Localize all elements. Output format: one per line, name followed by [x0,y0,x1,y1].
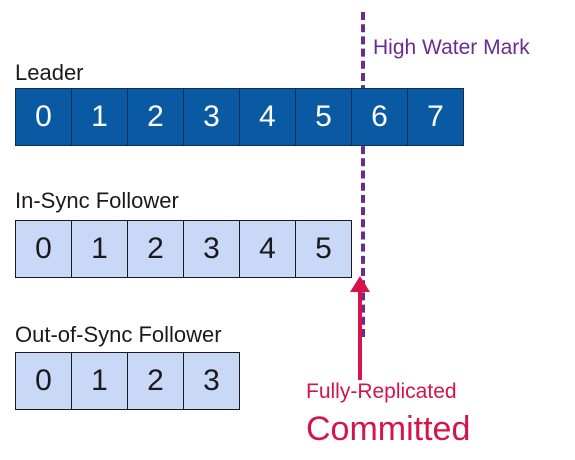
in-sync-offset-cell: 1 [71,220,128,278]
in-sync-offset-cell: 5 [295,220,352,278]
committed-label: Committed [306,410,471,448]
hwm-line [361,12,365,337]
out-of-sync-offset-cell: 3 [183,352,240,410]
leader-offset-cell: 1 [71,88,128,146]
leader-offset-cell: 7 [407,88,464,146]
in-sync-offset-cell: 2 [127,220,184,278]
in-sync-offset-cell: 3 [183,220,240,278]
leader-label: Leader [15,60,84,85]
leader-offset-cell: 0 [15,88,72,146]
in-sync-offset-cell: 0 [15,220,72,278]
out-of-sync-offset-cell: 2 [127,352,184,410]
leader-offset-cell: 5 [295,88,352,146]
out-of-sync-label: Out-of-Sync Follower [15,322,222,347]
hwm-label: High Water Mark [373,36,530,59]
in-sync-offset-cell: 4 [239,220,296,278]
out-of-sync-follower-log: 0 1 2 3 [15,352,240,410]
in-sync-label: In-Sync Follower [15,188,179,213]
leader-offset-cell: 3 [183,88,240,146]
committed-arrow-icon [350,276,370,380]
out-of-sync-offset-cell: 0 [15,352,72,410]
leader-offset-cell: 2 [127,88,184,146]
leader-offset-cell: 6 [351,88,408,146]
leader-log: 0 1 2 3 4 5 6 7 [15,88,464,146]
in-sync-follower-log: 0 1 2 3 4 5 [15,220,352,278]
leader-offset-cell: 4 [239,88,296,146]
out-of-sync-offset-cell: 1 [71,352,128,410]
fully-replicated-label: Fully-Replicated [306,380,457,403]
